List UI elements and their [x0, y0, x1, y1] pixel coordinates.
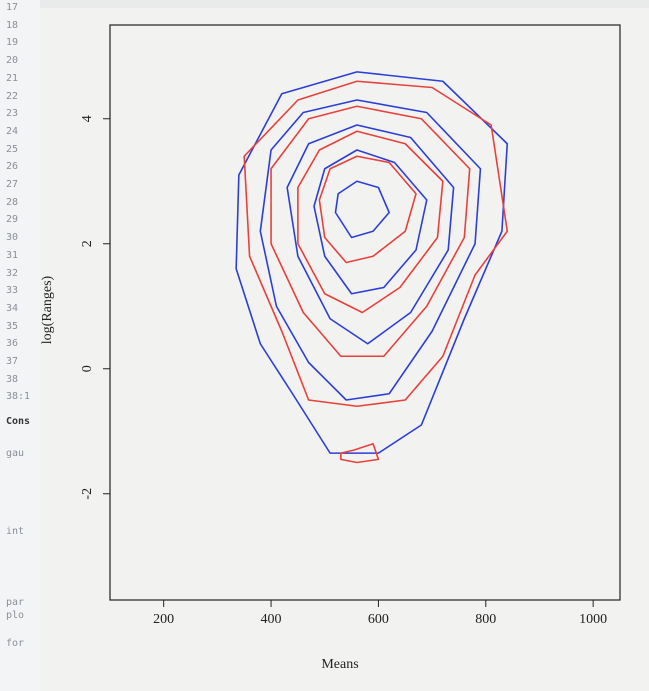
x-tick-label: 600 [368, 612, 389, 627]
y-tick-label: 2 [80, 240, 95, 247]
x-tick-label: 1000 [579, 612, 607, 627]
page: 1718192021222324252627282930313233343536… [0, 0, 649, 691]
y-axis-label: log(Ranges) [40, 275, 55, 344]
y-tick-label: -2 [80, 488, 95, 500]
y-tick-label: 4 [80, 115, 95, 122]
x-tick-label: 200 [153, 612, 174, 627]
x-tick-label: 400 [261, 612, 282, 627]
plot-background [40, 8, 649, 691]
y-tick-label: 0 [80, 365, 95, 372]
x-tick-label: 800 [475, 612, 496, 627]
x-axis-label: Means [321, 657, 358, 672]
chart: Means log(Ranges) 200 400 600 800 1000 -2 0 2 4 [0, 0, 649, 691]
